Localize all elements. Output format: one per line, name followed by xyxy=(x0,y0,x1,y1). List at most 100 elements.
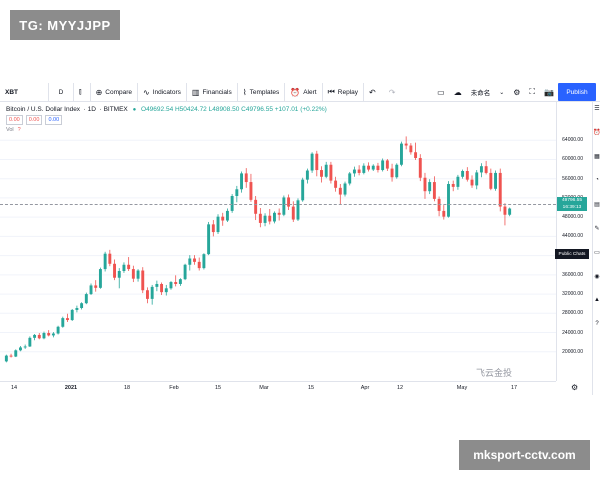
candle[interactable] xyxy=(84,292,88,305)
candle[interactable] xyxy=(465,167,469,182)
candle[interactable] xyxy=(160,282,164,296)
candle[interactable] xyxy=(193,255,196,265)
candle[interactable] xyxy=(305,168,309,184)
candle[interactable] xyxy=(19,346,22,352)
candle[interactable] xyxy=(164,284,168,296)
publish-button[interactable]: Publish xyxy=(558,83,596,101)
candle[interactable] xyxy=(188,255,192,271)
candle[interactable] xyxy=(395,163,399,179)
candle[interactable] xyxy=(334,176,338,192)
candle[interactable] xyxy=(484,160,488,175)
axis-settings-gear-icon[interactable]: ⚙ xyxy=(571,383,579,392)
candle[interactable] xyxy=(371,164,375,171)
candle[interactable] xyxy=(428,179,432,195)
candle[interactable] xyxy=(174,275,178,287)
candle[interactable] xyxy=(447,181,450,218)
streams-icon[interactable]: ◉ xyxy=(594,274,600,280)
candle[interactable] xyxy=(277,208,281,221)
candle[interactable] xyxy=(94,280,98,292)
candle[interactable] xyxy=(329,161,333,184)
candle[interactable] xyxy=(61,316,65,328)
financials-button[interactable]: ▥ Financials xyxy=(187,83,238,101)
candle[interactable] xyxy=(423,172,427,199)
candle[interactable] xyxy=(343,181,347,197)
candle[interactable] xyxy=(202,253,206,270)
candle[interactable] xyxy=(122,262,126,273)
indicator-value-3[interactable]: 0.00 xyxy=(45,115,63,125)
cloud-icon[interactable]: ☁ xyxy=(453,87,462,97)
indicators-button[interactable]: ∿ Indicators xyxy=(138,83,187,101)
candle[interactable] xyxy=(89,283,93,296)
candle[interactable] xyxy=(216,214,220,234)
candle[interactable] xyxy=(33,333,37,341)
candle[interactable] xyxy=(352,166,356,177)
candle[interactable] xyxy=(338,183,342,205)
undo-button[interactable]: ↶ xyxy=(364,83,384,101)
candle[interactable] xyxy=(113,259,116,281)
templates-button[interactable]: ⌇ Templates xyxy=(238,83,286,101)
time-axis[interactable]: 14 2021 18 Feb 15 Mar 15 Apr 12 May 17 xyxy=(0,381,556,396)
candle[interactable] xyxy=(508,207,512,217)
candle[interactable] xyxy=(70,308,74,321)
candle[interactable] xyxy=(23,344,27,349)
replay-button[interactable]: ⏮ Replay xyxy=(323,83,365,101)
candle[interactable] xyxy=(315,150,319,177)
redo-button[interactable]: ↷ xyxy=(384,83,404,101)
candle[interactable] xyxy=(263,213,267,227)
candle[interactable] xyxy=(14,349,18,358)
chevron-down-icon[interactable]: ⌄ xyxy=(499,89,505,96)
candle[interactable] xyxy=(169,281,173,290)
candle[interactable] xyxy=(221,212,225,226)
candle[interactable] xyxy=(409,143,413,155)
candle[interactable] xyxy=(418,154,422,182)
candle[interactable] xyxy=(273,211,276,224)
candle[interactable] xyxy=(136,269,140,282)
candle[interactable] xyxy=(494,170,497,191)
alerts-icon[interactable]: ⏰ xyxy=(593,130,600,136)
candle[interactable] xyxy=(296,198,300,221)
candle[interactable] xyxy=(197,257,201,271)
candle[interactable] xyxy=(117,268,121,289)
data-window-icon[interactable]: ▦ xyxy=(594,154,600,160)
candle[interactable] xyxy=(442,205,446,220)
candle[interactable] xyxy=(155,280,159,292)
candle[interactable] xyxy=(4,354,8,363)
settings-gear-icon[interactable]: ⚙ xyxy=(513,87,521,97)
candle[interactable] xyxy=(357,165,361,176)
candle[interactable] xyxy=(42,331,46,340)
candle[interactable] xyxy=(348,171,352,186)
candle[interactable] xyxy=(400,141,403,167)
candle[interactable] xyxy=(51,332,55,338)
candle[interactable] xyxy=(178,278,182,286)
candle[interactable] xyxy=(141,267,145,294)
candle[interactable] xyxy=(287,194,291,210)
candle[interactable] xyxy=(225,208,229,222)
camera-icon[interactable]: 📷 xyxy=(544,87,554,97)
candle[interactable] xyxy=(75,305,79,313)
candle[interactable] xyxy=(310,152,314,173)
fullscreen-icon[interactable]: ⛶ xyxy=(529,87,536,96)
candle[interactable] xyxy=(249,173,253,202)
candle[interactable] xyxy=(146,287,149,304)
ideas-icon[interactable]: ✎ xyxy=(594,226,600,232)
candle[interactable] xyxy=(385,158,389,171)
candle[interactable] xyxy=(479,163,483,178)
candle[interactable] xyxy=(414,142,418,160)
interval-button[interactable]: D xyxy=(49,83,74,101)
candle[interactable] xyxy=(183,263,187,281)
candle[interactable] xyxy=(320,166,323,183)
candle[interactable] xyxy=(381,158,385,172)
candle[interactable] xyxy=(282,195,286,217)
notifications-icon[interactable]: ▲ xyxy=(594,297,600,303)
candle[interactable] xyxy=(475,170,479,190)
alert-button[interactable]: ⏰ Alert xyxy=(285,83,323,101)
candle[interactable] xyxy=(461,169,465,179)
candle[interactable] xyxy=(367,162,370,172)
candle[interactable] xyxy=(108,249,112,267)
candle[interactable] xyxy=(503,203,507,226)
candle[interactable] xyxy=(432,176,436,202)
calendar-icon[interactable]: ▤ xyxy=(594,202,600,208)
hotlist-icon[interactable]: ◔ xyxy=(595,177,599,183)
candle[interactable] xyxy=(404,136,408,150)
candle[interactable] xyxy=(207,221,211,256)
